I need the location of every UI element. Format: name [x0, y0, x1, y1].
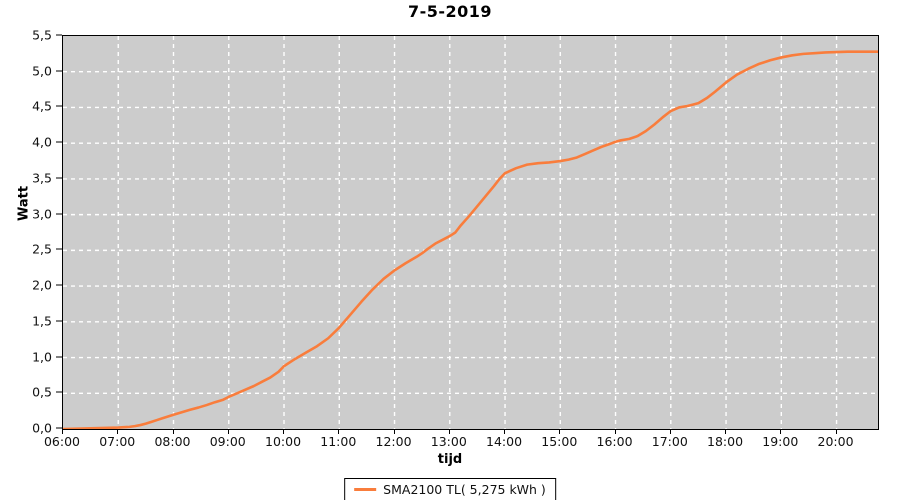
y-tick-label: 5,5	[32, 27, 52, 43]
x-tick-label: 06:00	[43, 434, 81, 449]
y-tick-label: 3,0	[32, 206, 52, 222]
x-tick-mark	[62, 429, 63, 434]
x-tick-mark	[393, 429, 395, 434]
x-tick-mark	[227, 429, 229, 434]
y-axis: 0,0 0,5 1,0 1,5 2,0 2,5 3,0 3,5 4,0 4,5 5,0 5,5	[0, 0, 62, 500]
x-tick-mark	[172, 429, 174, 434]
x-axis-title: tijd	[437, 452, 463, 467]
y-tick-mark	[56, 34, 62, 36]
legend-color-swatch	[354, 488, 377, 491]
y-tick-mark	[56, 213, 62, 215]
x-tick-label: 14:00	[486, 434, 523, 449]
gridlines	[63, 36, 878, 429]
y-tick-label: 4,5	[32, 98, 52, 114]
x-tick-mark	[283, 429, 285, 434]
x-tick-label: 11:00	[320, 434, 357, 449]
y-tick-mark	[56, 177, 62, 179]
x-tick-label: 15:00	[541, 434, 578, 449]
y-tick-label: 3,5	[32, 170, 52, 186]
y-tick-label: 0,0	[32, 420, 52, 436]
y-tick-mark	[56, 427, 62, 429]
plot-area	[62, 35, 879, 430]
x-tick-label: 20:00	[817, 434, 854, 449]
x-tick-mark	[780, 429, 782, 434]
y-tick-mark	[56, 248, 62, 250]
series-line-sma2100	[63, 50, 878, 429]
x-tick-mark	[725, 429, 727, 434]
y-tick-mark	[56, 70, 62, 72]
x-tick-mark	[559, 429, 561, 434]
x-tick-mark	[614, 429, 616, 434]
y-tick-label: 4,0	[32, 134, 52, 150]
x-tick-label: 12:00	[375, 434, 412, 449]
y-tick-label: 2,0	[32, 277, 52, 293]
x-tick-label: 19:00	[762, 434, 799, 449]
y-tick-label: 1,5	[32, 313, 52, 329]
x-tick-label: 07:00	[99, 434, 136, 449]
y-tick-label: 2,5	[32, 241, 52, 257]
y-tick-mark	[56, 320, 62, 322]
y-tick-mark	[56, 391, 62, 393]
legend[interactable]: SMA2100 TL( 5,275 kWh )	[344, 478, 556, 500]
y-tick-label: 0,5	[32, 384, 52, 400]
x-tick-label: 17:00	[651, 434, 688, 449]
plot-inner	[63, 36, 878, 429]
x-tick-label: 13:00	[430, 434, 467, 449]
x-tick-label: 09:00	[209, 434, 246, 449]
x-tick-mark	[669, 429, 671, 434]
y-tick-mark	[56, 356, 62, 358]
y-tick-label: 5,0	[32, 63, 52, 79]
series-path	[63, 50, 878, 429]
y-tick-mark	[56, 284, 62, 286]
y-tick-mark	[56, 105, 62, 107]
x-tick-label: 16:00	[596, 434, 633, 449]
x-tick-mark	[448, 429, 450, 434]
x-tick-label: 10:00	[265, 434, 302, 449]
page-title: 7-5-2019	[407, 2, 493, 21]
x-tick-mark	[117, 429, 119, 434]
y-tick-mark	[56, 141, 62, 143]
x-tick-label: 08:00	[154, 434, 191, 449]
x-tick-mark	[338, 429, 340, 434]
legend-item-label: SMA2100 TL( 5,275 kWh )	[383, 482, 546, 497]
x-tick-label: 18:00	[707, 434, 744, 449]
x-tick-mark	[835, 429, 837, 434]
y-tick-label: 1,0	[32, 349, 52, 365]
x-tick-mark	[504, 429, 506, 434]
